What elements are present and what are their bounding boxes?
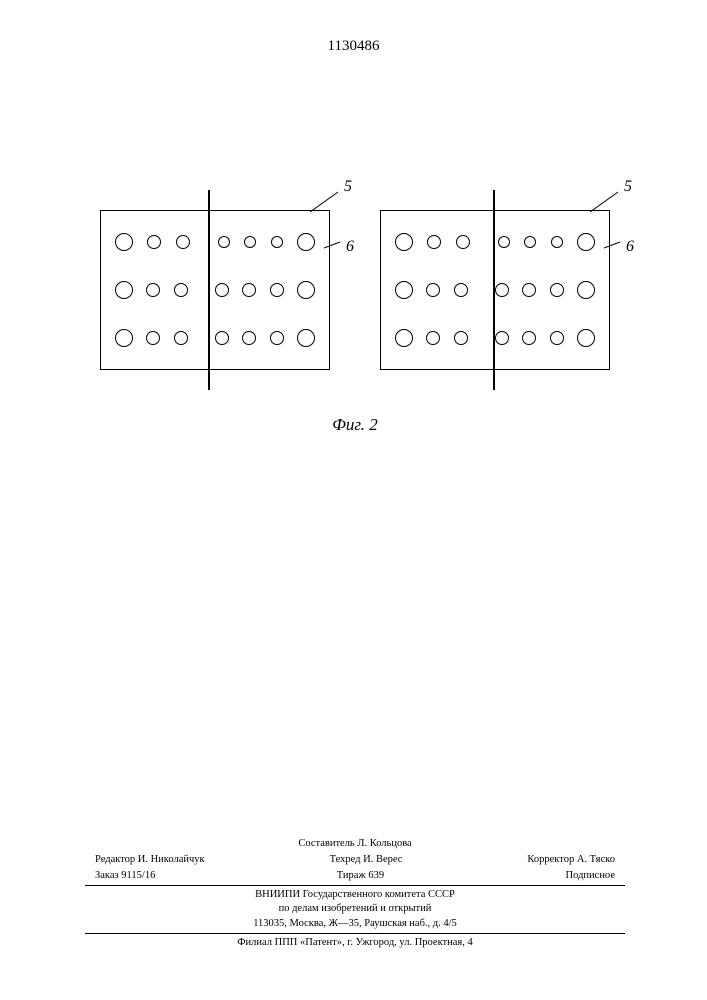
hole — [146, 283, 160, 297]
hole — [215, 283, 229, 297]
hole — [242, 283, 256, 297]
footer-editor: Редактор И. Николайчук — [95, 853, 205, 867]
hole — [395, 233, 413, 251]
hole — [297, 281, 315, 299]
perforated-box — [380, 210, 610, 370]
hole — [495, 331, 509, 345]
footer-techred: Техред И. Верес — [330, 853, 403, 867]
hole — [115, 281, 133, 299]
hole — [115, 329, 133, 347]
hole-row — [115, 233, 315, 251]
document-number: 1130486 — [328, 38, 380, 55]
diagram: 56 — [380, 210, 610, 370]
hole — [454, 283, 468, 297]
diagram: 56 — [100, 210, 330, 370]
footer-block: Составитель Л. Кольцова Редактор И. Нико… — [85, 837, 625, 950]
hole — [495, 283, 509, 297]
hole — [426, 331, 440, 345]
footer-subscription: Подписное — [566, 869, 615, 883]
hole — [522, 283, 536, 297]
hole — [174, 283, 188, 297]
hole — [577, 233, 595, 251]
leader-line-5 — [590, 190, 622, 212]
hole — [577, 281, 595, 299]
diagrams-row: 56 56 — [100, 210, 610, 370]
hole — [395, 329, 413, 347]
footer-order: Заказ 9115/16 — [95, 869, 155, 883]
perforated-box — [100, 210, 330, 370]
hole — [297, 233, 315, 251]
footer-tirazh: Тираж 639 — [337, 869, 384, 883]
label-6: 6 — [626, 238, 634, 256]
hole-row — [115, 329, 315, 347]
hole — [456, 235, 470, 249]
hole — [147, 235, 161, 249]
hole-row — [115, 281, 315, 299]
hole — [270, 331, 284, 345]
hole — [270, 283, 284, 297]
hole — [176, 235, 190, 249]
figure-caption: Фиг. 2 — [332, 415, 378, 435]
hole — [297, 329, 315, 347]
footer-corrector: Корректор А. Тяско — [527, 853, 615, 867]
hole-row — [395, 281, 595, 299]
hole — [522, 331, 536, 345]
leader-line-5 — [310, 190, 342, 212]
label-6: 6 — [346, 238, 354, 256]
hole — [244, 236, 256, 248]
footer-order-row: Заказ 9115/16 Тираж 639 Подписное — [85, 869, 625, 886]
footer-address: 113035, Москва, Ж—35, Раушская наб., д. … — [85, 917, 625, 934]
footer-org1: ВНИИПИ Государственного комитета СССР — [85, 888, 625, 902]
hole — [146, 331, 160, 345]
hole — [271, 236, 283, 248]
hole — [426, 283, 440, 297]
hole — [395, 281, 413, 299]
hole — [524, 236, 536, 248]
footer-credits: Редактор И. Николайчук Техред И. Верес К… — [85, 853, 625, 867]
footer-org2: по делам изобретений и открытий — [85, 902, 625, 916]
hole-row — [395, 233, 595, 251]
hole — [498, 236, 510, 248]
label-5: 5 — [344, 178, 352, 196]
hole — [550, 331, 564, 345]
hole — [550, 283, 564, 297]
label-5: 5 — [624, 178, 632, 196]
figure-area: 56 56 Фиг. 2 — [100, 210, 610, 510]
hole — [115, 233, 133, 251]
hole — [427, 235, 441, 249]
hole — [242, 331, 256, 345]
hole — [454, 331, 468, 345]
footer-branch: Филиал ППП «Патент», г. Ужгород, ул. Про… — [85, 936, 625, 950]
hole — [551, 236, 563, 248]
hole — [174, 331, 188, 345]
hole — [218, 236, 230, 248]
hole — [215, 331, 229, 345]
hole — [577, 329, 595, 347]
footer-compiler: Составитель Л. Кольцова — [85, 837, 625, 851]
hole-row — [395, 329, 595, 347]
